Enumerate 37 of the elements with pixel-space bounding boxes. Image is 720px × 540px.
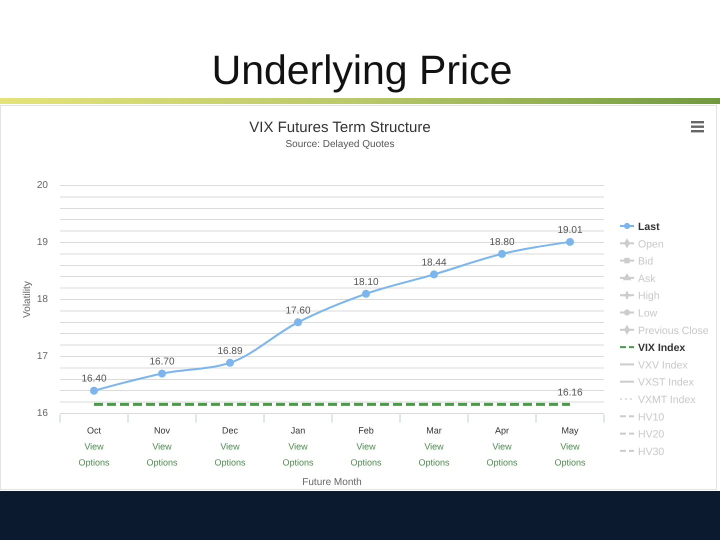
x-tick-label: Jan View Options [282, 426, 314, 468]
y-tick-label: 18 [36, 294, 48, 305]
source-note: Source: Delayed Quotes [286, 139, 394, 150]
x-tick-label: Mar View Options [418, 426, 450, 468]
x-tick-label: Oct View Options [78, 426, 110, 468]
y-axis-title: Volatility [22, 281, 33, 318]
data-label: 16.70 [149, 356, 175, 368]
chart-title: Underlying Price [212, 47, 512, 93]
y-tick-label: 19 [36, 237, 48, 248]
legend-label: VIX Index [638, 342, 686, 354]
x-tick-label: May View Options [554, 426, 586, 468]
x-tick-label: Apr View Options [486, 426, 518, 468]
y-tick-label: 17 [36, 351, 48, 362]
data-label: 17.60 [285, 305, 311, 316]
y-tick-label: 20 [36, 180, 48, 191]
point [430, 270, 438, 278]
x-tick-label: Dec View Options [214, 426, 246, 468]
chart-subtitle: VIX Futures Term Structure [249, 119, 431, 136]
point [158, 370, 166, 378]
point [498, 250, 506, 258]
data-label: 18.44 [421, 257, 447, 268]
data-label: 18.10 [353, 276, 379, 288]
point [90, 386, 98, 395]
data-label: 18.80 [489, 236, 515, 248]
x-tick-label: Feb View Options [350, 426, 382, 468]
point [294, 318, 302, 326]
data-label: 16.16 [557, 387, 583, 398]
x-tick-label: Nov View Options [146, 426, 178, 468]
y-tick-label: 16 [36, 408, 48, 419]
data-label: 16.40 [81, 374, 107, 385]
data-label: 19.01 [557, 224, 583, 236]
point [566, 238, 574, 246]
legend-label: Last [638, 221, 660, 233]
point [226, 358, 234, 367]
data-label: 16.89 [217, 346, 243, 357]
point [362, 290, 370, 298]
x-axis-title: Future Month [302, 477, 362, 488]
